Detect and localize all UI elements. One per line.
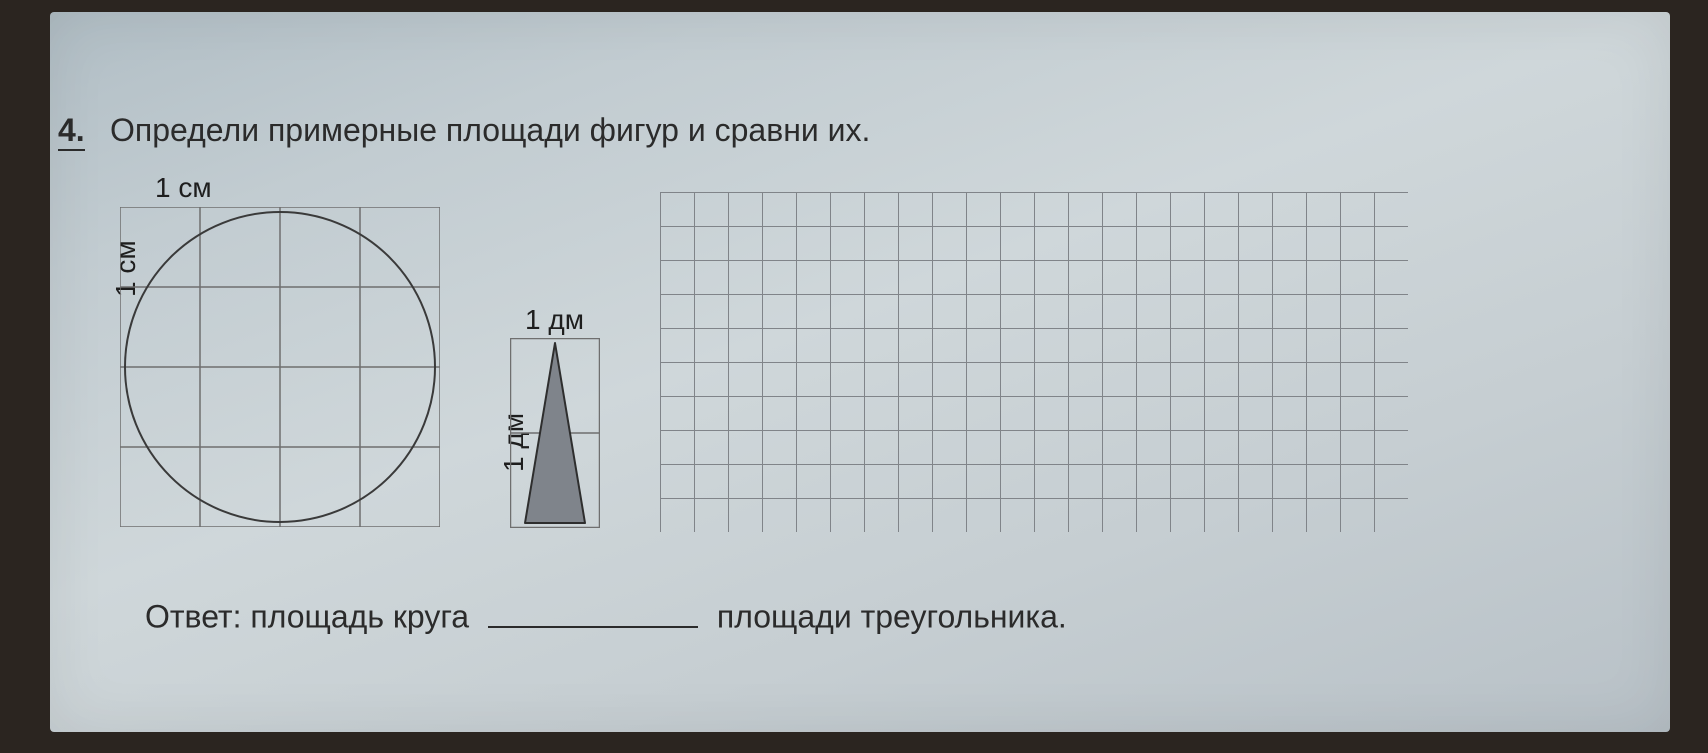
triangle-figure	[510, 338, 600, 528]
answer-prefix: Ответ: площадь круга	[145, 599, 469, 635]
worksheet-paper: 4. Определи примерные площади фигур и ср…	[50, 12, 1670, 732]
question-text: Определи примерные площади фигур и сравн…	[110, 112, 870, 149]
question-number: 4.	[58, 112, 85, 151]
work-grid	[660, 192, 1408, 532]
circle-unit-top: 1 см	[155, 172, 212, 204]
answer-suffix: площади треугольника.	[717, 599, 1067, 635]
answer-blank[interactable]	[488, 592, 698, 628]
triangle-unit-top: 1 дм	[525, 304, 584, 336]
answer-line: Ответ: площадь круга площади треугольник…	[145, 592, 1067, 636]
circle-grid-figure	[120, 207, 440, 527]
